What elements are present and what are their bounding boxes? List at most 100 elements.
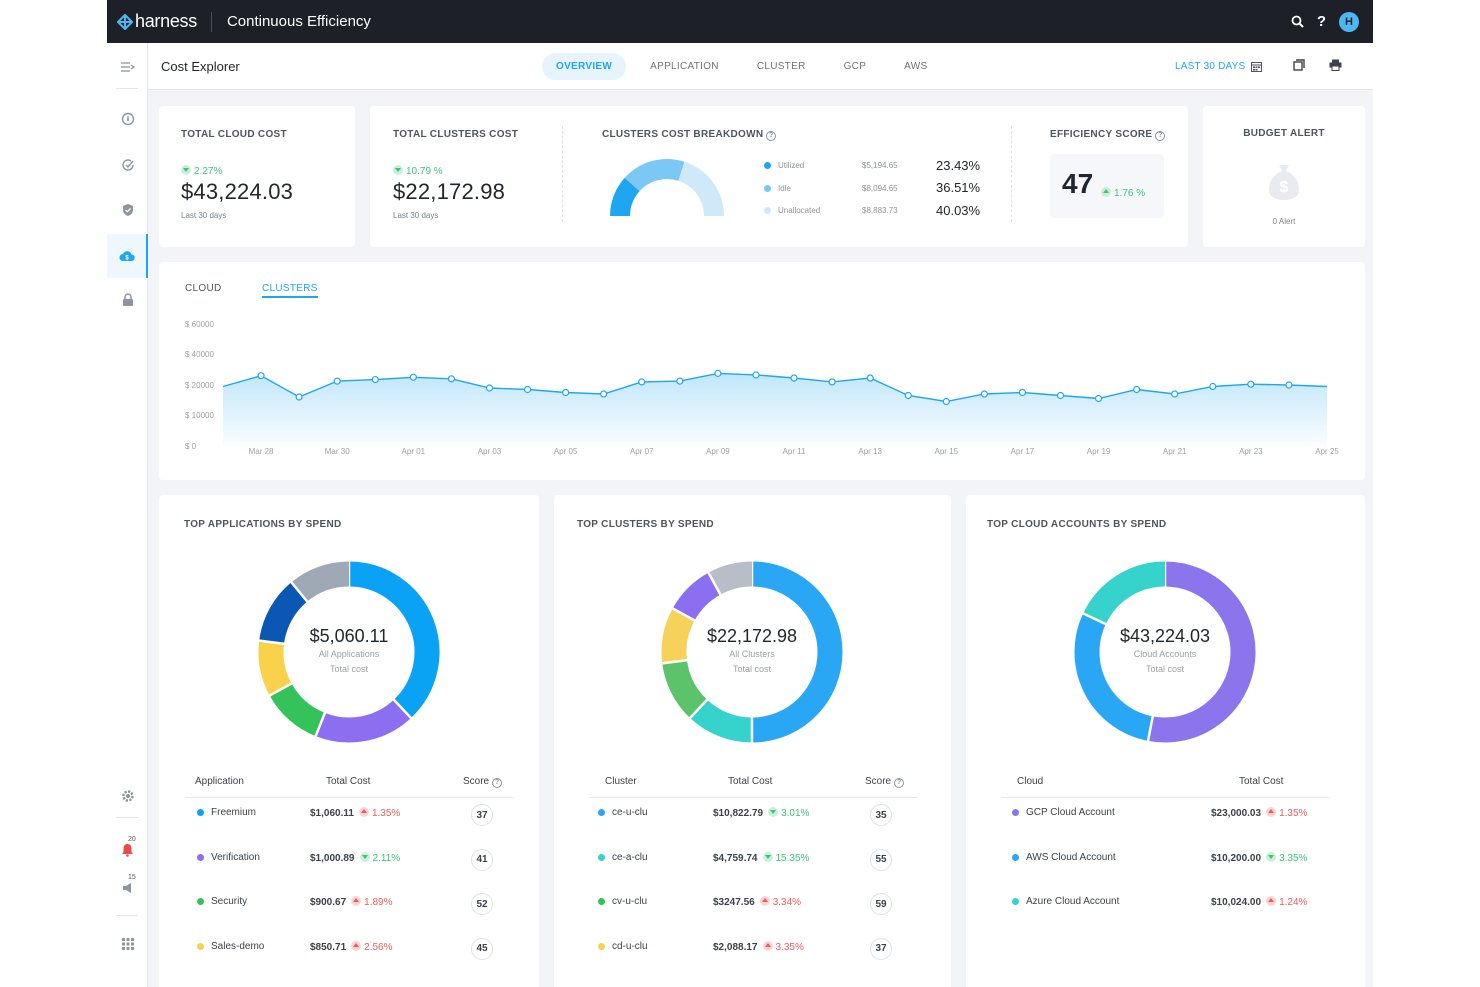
- harness-logo[interactable]: harness: [117, 11, 197, 32]
- help-icon[interactable]: ?: [1155, 131, 1166, 141]
- trend-point[interactable]: [485, 384, 494, 392]
- clusters-sub1: All Clusters: [729, 649, 775, 659]
- date-range-label: LAST 30 DAYS: [1175, 61, 1246, 72]
- tab-application[interactable]: APPLICATION: [650, 61, 719, 72]
- trend-point[interactable]: [1285, 381, 1293, 389]
- legend-dot: [764, 185, 771, 192]
- donut-segment[interactable]: [751, 561, 843, 743]
- trend-point[interactable]: [866, 374, 874, 382]
- trend-point[interactable]: [562, 388, 570, 397]
- table-row[interactable]: cv-u-clu $3247.56 3.34% 59: [598, 893, 928, 915]
- date-range-picker[interactable]: LAST 30 DAYS: [1175, 61, 1263, 72]
- dashboard-icon[interactable]: [107, 107, 148, 131]
- donut-segment[interactable]: [672, 572, 721, 621]
- help-icon[interactable]: ?: [1316, 13, 1326, 30]
- table-row[interactable]: Verification $1,000.89 2.11% 41: [197, 848, 527, 871]
- trend-point[interactable]: [980, 390, 988, 398]
- x-tick-label: Apr 07: [630, 447, 654, 456]
- deployments-icon[interactable]: [107, 153, 148, 177]
- table-row[interactable]: AWS Cloud Account $10,200.00 3.35%: [1012, 849, 1342, 869]
- trend-point[interactable]: [295, 393, 303, 401]
- up-arrow-icon: [1101, 187, 1111, 197]
- total-cloud-cost-card[interactable]: TOTAL CLOUD COST 2.27% $43,224.03 Last 3…: [159, 106, 355, 247]
- donut-segment[interactable]: [259, 582, 308, 645]
- tab-cluster[interactable]: CLUSTER: [756, 61, 806, 72]
- trend-point[interactable]: [257, 372, 265, 380]
- efficiency-score-box[interactable]: 47 1.76 %: [1050, 154, 1164, 218]
- apps-grid-icon[interactable]: [107, 932, 148, 956]
- trend-point[interactable]: [523, 385, 532, 394]
- notifications-icon[interactable]: [107, 838, 148, 862]
- donut-segment[interactable]: [690, 699, 753, 743]
- settings-icon[interactable]: [107, 784, 148, 808]
- lock-icon[interactable]: [107, 288, 148, 312]
- trend-point[interactable]: [371, 375, 379, 384]
- row-cost: $10,024.00 1.24%: [1211, 896, 1308, 908]
- trend-point[interactable]: [638, 378, 646, 386]
- help-icon[interactable]: ?: [894, 778, 905, 788]
- copy-icon[interactable]: [1293, 59, 1305, 71]
- trend-point[interactable]: [333, 377, 341, 385]
- table-row[interactable]: Azure Cloud Account $10,024.00 1.24%: [1012, 893, 1342, 913]
- gauge-segment-unallocated: [677, 161, 724, 217]
- trend-point[interactable]: [790, 374, 798, 382]
- donut-segment[interactable]: [348, 561, 440, 718]
- donut-segment[interactable]: [1074, 613, 1154, 741]
- tab-aws[interactable]: AWS: [904, 61, 928, 72]
- menu-collapse-icon[interactable]: [107, 55, 148, 79]
- trend-point[interactable]: [1133, 385, 1141, 394]
- cloud-cost-icon[interactable]: $: [107, 234, 148, 278]
- announcements-icon[interactable]: [107, 876, 148, 900]
- table-row[interactable]: GCP Cloud Account $23,000.03 1.35%: [1012, 804, 1342, 824]
- trend-point[interactable]: [1247, 380, 1255, 388]
- table-divider: [1001, 797, 1329, 798]
- tab-clusters[interactable]: CLUSTERS: [262, 283, 318, 298]
- donut-segment[interactable]: [291, 561, 350, 602]
- down-arrow-icon: [762, 851, 773, 862]
- trend-point[interactable]: [676, 377, 684, 385]
- avatar[interactable]: H: [1339, 11, 1359, 32]
- donut-segment[interactable]: [269, 683, 326, 737]
- search-icon[interactable]: [1291, 15, 1304, 28]
- trend-point[interactable]: [752, 371, 760, 379]
- trend-point[interactable]: [828, 378, 836, 386]
- donut-segment[interactable]: [1148, 561, 1256, 743]
- trend-point[interactable]: [600, 390, 608, 398]
- donut-segment[interactable]: [708, 561, 753, 595]
- trend-point[interactable]: [409, 373, 417, 381]
- tab-overview[interactable]: OVERVIEW: [542, 53, 627, 80]
- donut-segment[interactable]: [258, 640, 292, 696]
- table-row[interactable]: ce-a-clu $4,759.74 15.35% 55: [598, 848, 928, 871]
- trend-point[interactable]: [1094, 394, 1103, 403]
- donut-segment[interactable]: [1083, 561, 1166, 625]
- trend-point[interactable]: [714, 369, 722, 377]
- trend-point[interactable]: [904, 391, 912, 400]
- col-total-cost: Total Cost: [1239, 776, 1284, 787]
- help-icon[interactable]: ?: [492, 778, 503, 788]
- security-icon[interactable]: [107, 198, 148, 222]
- table-row[interactable]: Freemium $1,060.11 1.35% 37: [197, 804, 527, 826]
- print-icon[interactable]: [1329, 59, 1342, 71]
- top-cloud-accounts-card: TOP CLOUD ACCOUNTS BY SPEND $43,224.03 C…: [966, 495, 1365, 987]
- row-name: Verification: [197, 852, 260, 863]
- trend-point[interactable]: [1018, 388, 1027, 397]
- tab-gcp[interactable]: GCP: [843, 61, 867, 72]
- trend-point[interactable]: [1056, 391, 1065, 400]
- table-row[interactable]: cd-u-clu $2,088.17 3.35% 37: [598, 937, 928, 960]
- budget-alert-card[interactable]: BUDGET ALERT $ 0 Alert: [1203, 106, 1365, 247]
- trend-point[interactable]: [447, 375, 456, 383]
- help-icon[interactable]: ?: [766, 131, 777, 141]
- trend-point[interactable]: [1209, 382, 1217, 391]
- tab-cloud[interactable]: CLOUD: [185, 283, 222, 294]
- trend-point[interactable]: [942, 397, 950, 406]
- donut-segment[interactable]: [315, 699, 411, 743]
- table-row[interactable]: ce-u-clu $10,822.79 3.01% 35: [598, 804, 928, 826]
- y-tick-label: $ 10000: [185, 411, 214, 420]
- table-row[interactable]: Sales-demo $850.71 2.56% 45: [197, 937, 527, 960]
- score-badge: 45: [471, 937, 493, 960]
- donut-segment[interactable]: [662, 659, 708, 718]
- donut-segment[interactable]: [661, 608, 695, 664]
- trend-point[interactable]: [1171, 390, 1179, 398]
- idle-value: $8,094.65: [862, 184, 898, 193]
- table-row[interactable]: Security $900.67 1.89% 52: [197, 893, 527, 915]
